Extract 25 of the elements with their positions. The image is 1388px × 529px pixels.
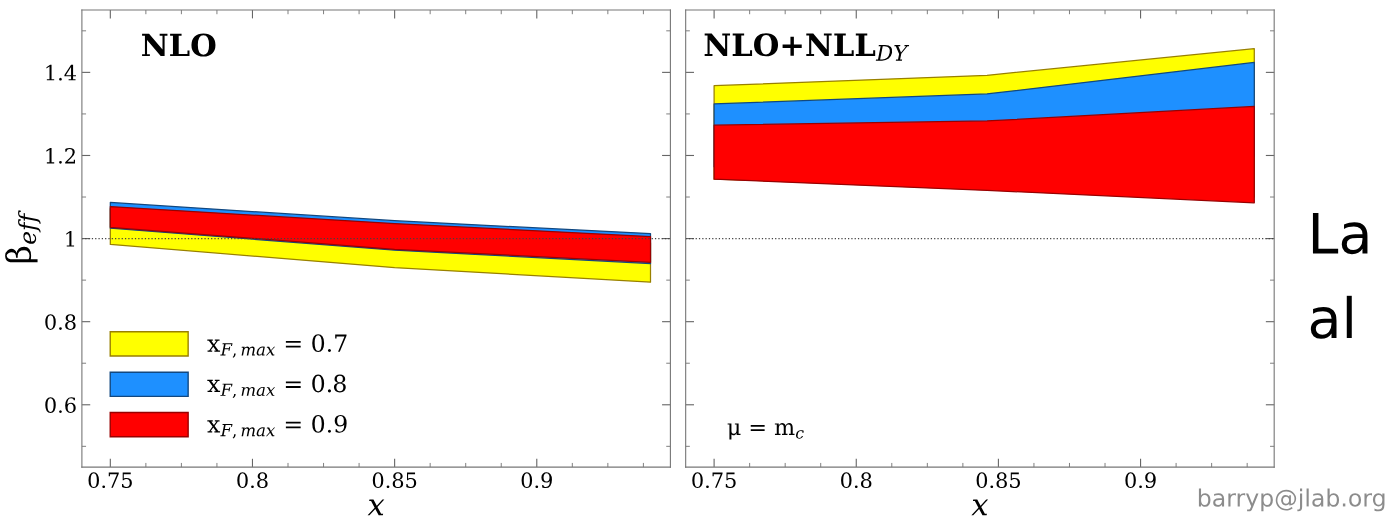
x-tick-label: 0.8 [841,472,872,489]
x-tick-label: 0.8 [237,472,268,489]
text: NLO+NLL$_{DY}$ [704,33,910,61]
legend-label: x$_{F,max}$ = 0.8 [207,374,346,398]
y-tick-label: 1.4 [46,64,76,81]
legend-label: x$_{F,max}$ = 0.7 [207,334,347,358]
x-tick-label: 0.75 [88,472,132,489]
x-tick-label: 0.9 [521,472,552,489]
text: NLO [142,33,216,57]
y-tick-label: 1.2 [46,147,75,164]
text: barryp@jlab.org [1198,488,1385,512]
legend-label: x$_{F,max}$ = 0.9 [207,414,347,439]
x-tick-label: 0.85 [372,472,417,489]
annotation: μ = m$_{c}$ [727,423,804,440]
x-tick-label: 0.85 [976,472,1020,489]
y-tick-label: 0.8 [45,314,76,330]
y-tick-label: 0.6 [45,397,76,413]
x-axis-title: x [971,499,989,516]
y-tick-label: 1 [66,231,75,247]
text: al [1310,295,1352,339]
x-tick-label: 0.9 [1125,472,1156,489]
x-tick-label: 0.75 [692,472,736,489]
x-axis-title: x [367,499,385,516]
text: La [1312,212,1368,255]
y-axis-title: β$_{eff}$ [5,210,41,263]
